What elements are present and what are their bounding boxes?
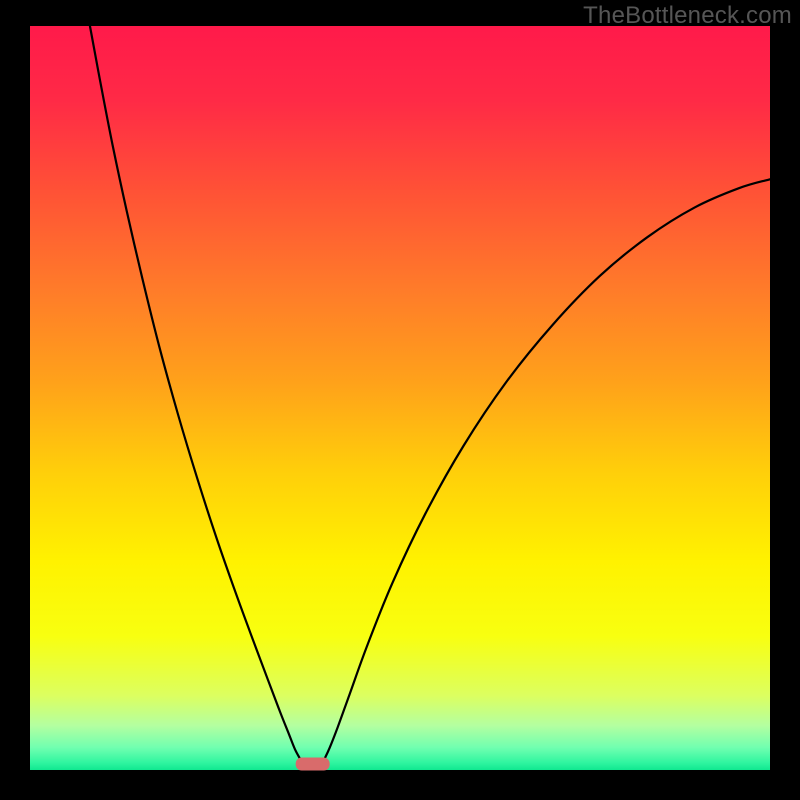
- plot-background: [30, 26, 770, 770]
- watermark-text: TheBottleneck.com: [583, 2, 792, 30]
- gradient-plot: [0, 0, 800, 800]
- bottom-marker: [296, 758, 330, 771]
- chart-container: TheBottleneck.com: [0, 0, 800, 800]
